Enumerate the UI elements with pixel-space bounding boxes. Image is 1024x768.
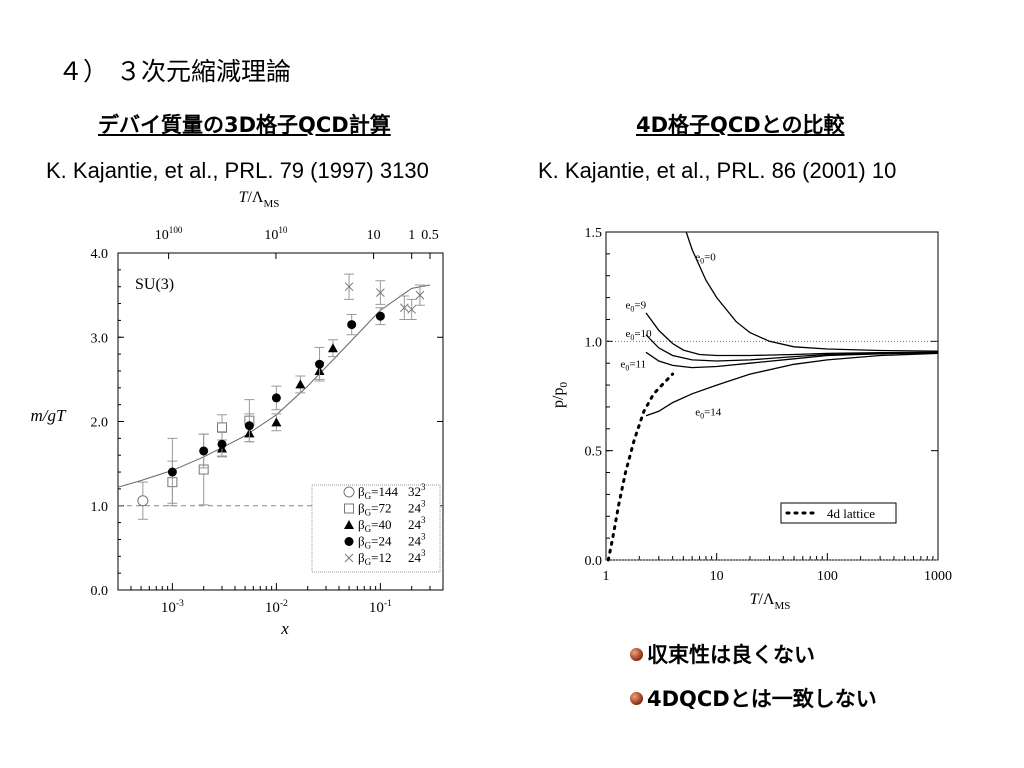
top-tick-label: 10 [367,228,381,243]
legend-size: 323 [408,482,426,499]
x-tick-label: 10-2 [265,598,288,616]
data-point [137,495,149,507]
y-tick-label: 1.0 [585,335,603,350]
data-point [315,359,325,369]
x-tick-label: 10 [710,569,724,584]
data-point [199,446,209,456]
data-point [217,422,228,433]
y-tick-label: 4.0 [91,247,109,262]
y-axis-label: p/p0 [550,382,570,408]
legend-label: 4d lattice [827,506,875,521]
data-point [244,421,254,431]
legend-label: βG=144 [358,484,398,501]
bullet-text: 4DQCDとは一致しない [647,687,877,711]
top-tick-label: 1010 [264,225,288,243]
data-point [376,288,385,297]
legend-marker [344,553,354,563]
x-axis-label: T/ΛMS [750,591,791,612]
x-tick-label: 1000 [924,569,952,584]
series-line [685,231,939,352]
top-tick-label: 10100 [155,225,183,243]
y-tick-label: 3.0 [91,331,109,346]
legend-label: βG=72 [358,501,391,518]
y-tick-label: 0.5 [585,445,603,460]
legend-size: 243 [408,532,426,549]
data-point [347,320,357,330]
data-point [217,439,227,449]
curve-label: e0=9 [625,300,646,314]
data-point [344,282,354,292]
top-axis-label: T/ΛMS [239,189,280,210]
data-point [271,417,282,427]
data-point [271,393,281,403]
legend-marker [343,486,355,498]
legend-marker [344,537,354,546]
data-point [399,303,409,313]
data-point [407,305,417,314]
series-line [645,351,939,369]
legend-size: 243 [408,499,426,516]
y-tick-label: 0.0 [585,554,603,569]
x-tick-label: 10-1 [369,598,392,616]
x-axis-label: x [280,619,289,638]
series-line [645,334,939,362]
bullet-item: 収束性は良くない [630,632,877,676]
slide-title: ４） ３次元縮減理論 [58,57,291,86]
data-point [375,311,385,321]
legend-label: βG=24 [358,534,392,551]
bullet-list: 収束性は良くない 4DQCDとは一致しない [630,632,877,720]
y-axis-label: m/gT [31,406,68,425]
y-tick-label: 1.5 [585,226,603,241]
legend-box [311,484,441,573]
x-tick-label: 1 [603,569,610,584]
bullet-text: 収束性は良くない [647,643,815,667]
data-point [327,343,338,353]
y-tick-label: 1.0 [91,500,109,515]
data-point [167,467,177,477]
curve-label: e0=11 [620,359,646,373]
curve-label: e0=14 [695,407,722,421]
lattice-curve [606,372,675,562]
legend-marker [344,503,354,514]
legend-size: 243 [408,515,426,532]
x-tick-label: 10-3 [161,598,184,616]
bullet-dot-icon [630,691,643,705]
right-heading: 4D格子QCDとの比較 [636,113,845,137]
x-tick-label: 100 [817,569,838,584]
data-point [415,290,425,300]
curve-label: e0=0 [695,251,716,265]
legend-box [780,502,897,524]
top-tick-label: 1 [408,228,415,243]
curve-label: e0=10 [625,328,652,342]
legend-label: βG=12 [358,550,391,567]
left-reference: K. Kajantie, et al., PRL. 79 (1997) 3130 [46,158,429,183]
legend-size: 243 [408,548,426,565]
left-heading: デバイ質量の3D格子QCD計算 [98,113,391,137]
data-point [295,379,306,389]
su3-annotation: SU(3) [135,276,174,293]
right-reference: K. Kajantie, et al., PRL. 86 (2001) 10 [538,158,897,183]
series-line [645,352,939,417]
pressure-chart: 0.0 0.5 1.0 1.5 1 10 100 1000 e0=0 e0=9 e0=10 e0=11… [550,226,952,612]
legend-marker [344,520,354,529]
bullet-item: 4DQCDとは一致しない [630,676,877,720]
bullet-dot-icon [630,647,643,661]
y-tick-label: 2.0 [91,416,109,431]
y-tick-label: 0.0 [91,584,109,599]
series-line [645,312,939,357]
top-tick-label: 0.5 [421,228,439,243]
legend-label: βG=40 [358,517,391,534]
